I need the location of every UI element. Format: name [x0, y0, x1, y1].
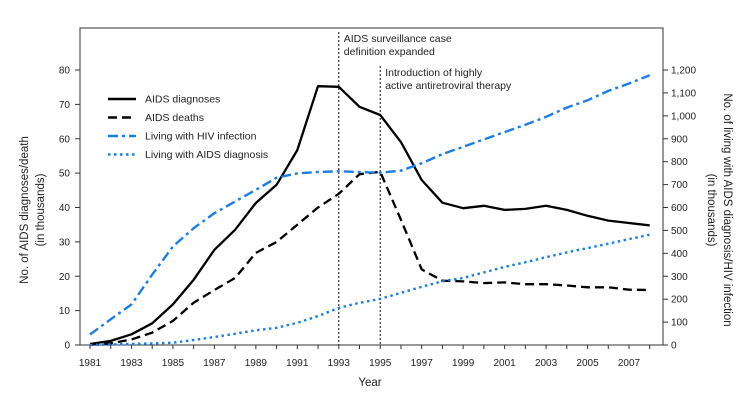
- y-right-tick-label: 0: [671, 341, 677, 352]
- annotation-text: AIDS surveillance case: [344, 33, 452, 45]
- series-line-aids-diagnoses: [90, 86, 650, 344]
- annotation-text: Introduction of highly: [385, 67, 483, 79]
- x-tick-label: 2005: [576, 358, 599, 369]
- x-tick-label: 1981: [79, 358, 102, 369]
- y-right-tick-label: 100: [671, 318, 688, 329]
- y-right-tick-label: 1,200: [671, 66, 696, 77]
- y-left-axis-subtitle: (in thousands): [35, 173, 47, 246]
- y-right-tick-label: 200: [671, 295, 688, 306]
- y-right-tick-label: 300: [671, 272, 688, 283]
- y-left-tick-label: 80: [59, 66, 71, 77]
- x-axis-title: Year: [358, 377, 381, 389]
- y-right-axis-title: No. of living with AIDS diagnosis/HIV in…: [721, 93, 733, 326]
- x-tick-label: 1997: [411, 358, 434, 369]
- legend-label: Living with HIV infection: [145, 131, 257, 143]
- y-left-tick-label: 40: [59, 203, 71, 214]
- x-tick-label: 1983: [120, 358, 143, 369]
- x-tick-label: 2003: [535, 358, 558, 369]
- y-left-tick-label: 50: [59, 169, 71, 180]
- legend-label: AIDS diagnoses: [145, 94, 220, 106]
- annotation-text: active antiretroviral therapy: [385, 80, 512, 92]
- series-line-living-with-aids-diagnosis: [90, 235, 650, 345]
- legend: AIDS diagnoses AIDS deaths Living with HIV…: [108, 94, 268, 162]
- x-tick-label: 1987: [203, 358, 226, 369]
- y-right-tick-label: 1,000: [671, 111, 696, 122]
- y-left-tick-label: 10: [59, 306, 71, 317]
- y-left-tick-label: 70: [59, 100, 71, 111]
- series-line-aids-deaths: [90, 172, 650, 345]
- y-right-tick-label: 1,100: [671, 88, 696, 99]
- y-right-tick-label: 900: [671, 134, 688, 145]
- legend-label: AIDS deaths: [145, 112, 204, 124]
- plot-frame: [75, 28, 663, 345]
- plot-border: [80, 28, 663, 345]
- y-left-tick-label: 0: [64, 341, 70, 352]
- legend-label: Living with AIDS diagnosis: [145, 149, 268, 161]
- annotation-text: definition expanded: [344, 46, 435, 58]
- y-left-tick-label: 30: [59, 237, 71, 248]
- y-right-axis-subtitle: (in thousands): [705, 174, 717, 247]
- y-right-tick-label: 700: [671, 180, 688, 191]
- x-tick-label: 1989: [245, 358, 268, 369]
- y-right-tick-label: 400: [671, 249, 688, 260]
- y-left-axis-title: No. of AIDS diagnoses/death: [19, 136, 31, 284]
- y-left-tick-label: 20: [59, 272, 71, 283]
- x-tick-label: 1991: [286, 358, 309, 369]
- x-tick-label: 2007: [618, 358, 641, 369]
- x-tick-label: 1995: [369, 358, 392, 369]
- x-tick-label: 2001: [493, 358, 516, 369]
- y-right-tick-label: 800: [671, 157, 688, 168]
- y-right-tick-label: 600: [671, 203, 688, 214]
- y-left-tick-label: 60: [59, 134, 71, 145]
- x-tick-label: 1985: [162, 358, 185, 369]
- x-tick-label: 1999: [452, 358, 475, 369]
- x-tick-label: 1993: [328, 358, 351, 369]
- y-right-tick-label: 500: [671, 226, 688, 237]
